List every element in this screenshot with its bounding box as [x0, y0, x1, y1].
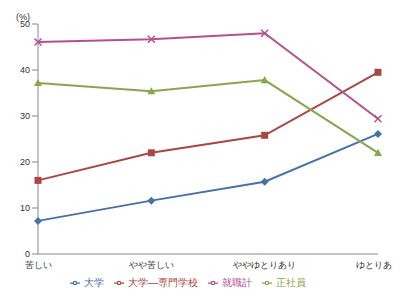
svg-text:20: 20: [20, 157, 30, 167]
svg-text:(%): (%): [16, 12, 30, 22]
html-text:就職計: 就職計: [222, 277, 252, 288]
html-text:大学: 大学: [84, 277, 104, 288]
svg-text:苦しい: 苦しい: [25, 260, 52, 270]
html-text:大学—専門学校: 大学—専門学校: [128, 277, 198, 288]
svg-text:ゆとりあり: ゆとりあり: [356, 260, 393, 270]
svg-text:0: 0: [25, 249, 30, 259]
svg-text:やや苦しい: やや苦しい: [129, 260, 174, 270]
svg-text:40: 40: [20, 65, 30, 75]
svg-text:30: 30: [20, 111, 30, 121]
svg-text:ややゆとりあり: ややゆとりあり: [233, 260, 296, 270]
svg-text:10: 10: [20, 203, 30, 213]
svg-text:50: 50: [20, 19, 30, 30]
html-text:正社員: 正社員: [276, 277, 306, 288]
